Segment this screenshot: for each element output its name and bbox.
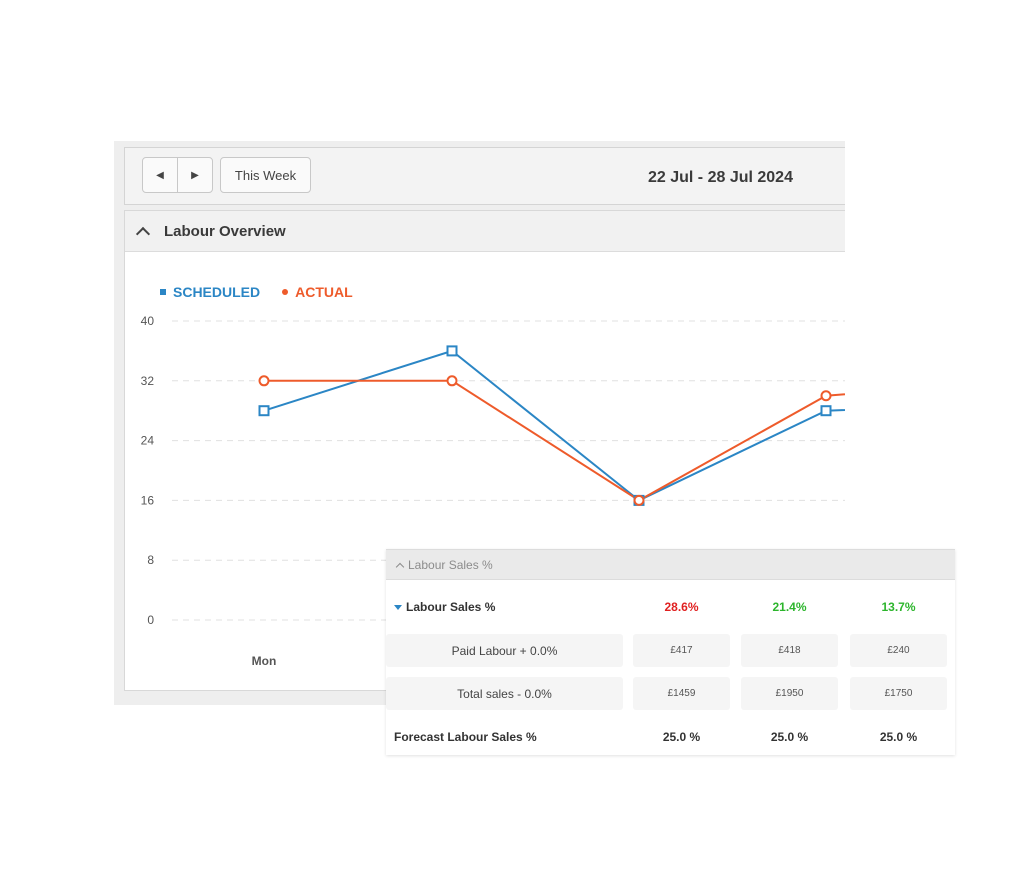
forecast-label: Forecast Labour Sales % [394,729,537,744]
total-sales-value: £1459 [633,677,730,710]
paid-labour-value: £417 [633,634,730,667]
series-line-scheduled [263,349,845,502]
total-sales-value: £1950 [741,677,838,710]
y-tick-label: 32 [141,374,155,388]
data-point-scheduled[interactable] [820,405,832,417]
labour-sales-header[interactable]: Labour Sales % [386,549,955,580]
y-tick-label: 0 [147,613,154,627]
legend-item-scheduled[interactable]: SCHEDULED [160,284,260,300]
caret-left-icon: ◀ [156,169,164,181]
y-tick-label: 16 [141,493,155,507]
labour-sales-card: Labour Sales % Labour Sales % 28.6% 21.4… [386,549,955,755]
chart-legend: SCHEDULED ACTUAL [160,284,353,300]
forecast-value: 25.0 % [879,729,918,744]
legend-label-actual: ACTUAL [295,284,353,300]
square-marker-icon [160,289,166,295]
paid-labour-value: £418 [741,634,838,667]
summary-value: 13.7% [881,599,916,614]
labour-sales-header-label: Labour Sales % [408,557,493,572]
panel-title: Labour Overview [164,222,286,240]
data-point-scheduled[interactable] [1009,399,1018,408]
data-point-actual[interactable] [1009,376,1018,385]
y-tick-label: 8 [147,553,154,567]
data-point-actual[interactable] [820,390,832,402]
circle-marker-icon [282,289,289,295]
data-point-actual[interactable] [258,375,270,387]
total-sales-value: £1750 [850,677,947,710]
data-point-scheduled[interactable] [446,345,458,357]
data-point-scheduled[interactable] [258,405,270,417]
expand-triangle-icon [394,604,402,610]
date-range: 22 Jul - 28 Jul 2024 [648,169,793,186]
week-nav-group: ◀ ▶ [142,157,213,193]
paid-labour-label: Paid Labour + 0.0% [386,634,623,667]
data-point-actual[interactable] [446,375,458,387]
forecast-value: 25.0 % [662,729,701,744]
legend-item-actual[interactable]: ACTUAL [282,284,353,300]
paid-labour-value: £240 [850,634,947,667]
total-sales-row: Total sales - 0.0% £1459 £1950 £1750 [386,677,955,710]
summary-value: 28.6% [664,599,699,614]
collapse-caret-icon[interactable] [395,562,405,571]
labour-overview-header[interactable]: Labour Overview [125,211,845,252]
forecast-row: Forecast Labour Sales % 25.0 % 25.0 % 25… [386,720,955,753]
prev-week-button[interactable]: ◀ [143,158,177,192]
summary-value: 21.4% [772,599,807,614]
y-tick-label: 24 [141,434,155,448]
paid-labour-row: Paid Labour + 0.0% £417 £418 £240 [386,634,955,667]
this-week-button[interactable]: This Week [220,157,311,193]
total-sales-label: Total sales - 0.0% [386,677,623,710]
labour-sales-summary-row: Labour Sales % 28.6% 21.4% 13.7% [386,590,955,623]
forecast-value: 25.0 % [770,729,809,744]
y-tick-label: 40 [141,314,155,328]
data-point-actual[interactable] [633,494,645,506]
next-week-button[interactable]: ▶ [177,158,212,192]
summary-label[interactable]: Labour Sales % [394,600,495,614]
week-toolbar: ◀ ▶ This Week 22 Jul - 28 Jul 2024 [124,147,845,205]
caret-right-icon: ▶ [191,169,199,181]
x-tick-label: Mon [252,654,277,668]
summary-label-text: Labour Sales % [406,599,496,614]
legend-label-scheduled: SCHEDULED [173,284,261,300]
